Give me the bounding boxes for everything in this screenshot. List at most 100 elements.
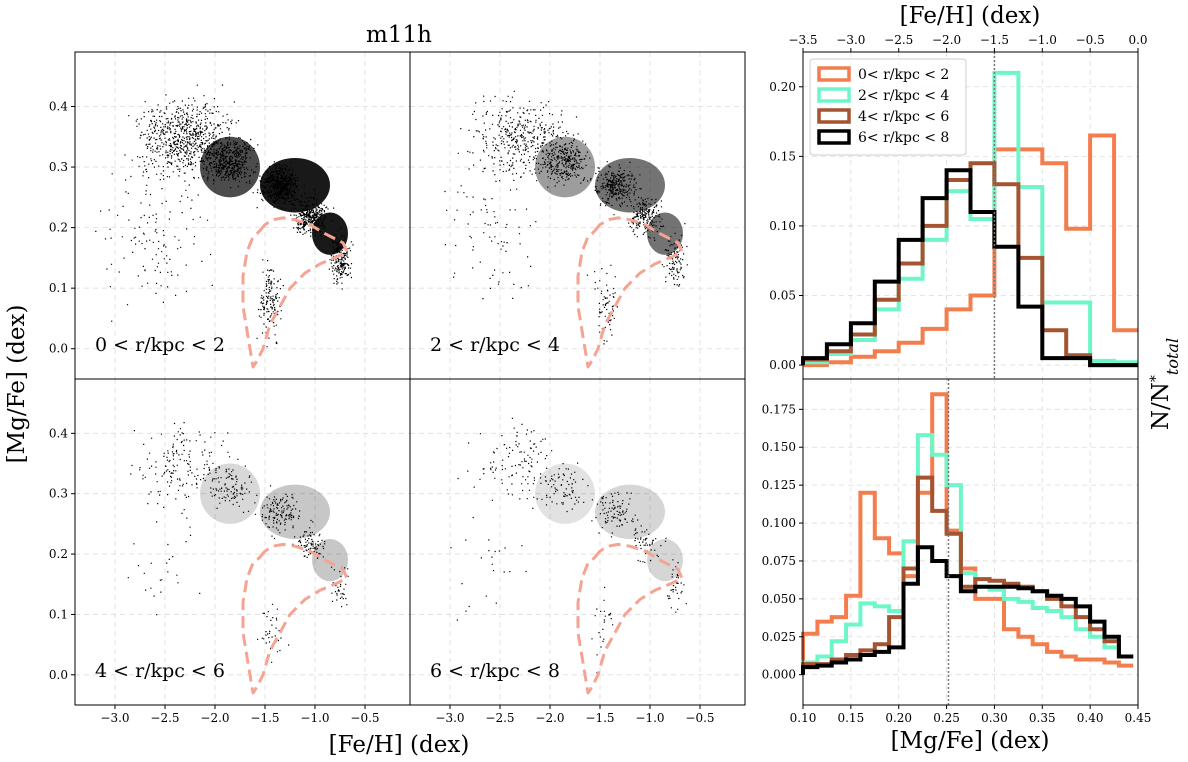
feh-hist-series-0 [803, 133, 1138, 368]
x-tick-label: −1.0 [635, 711, 664, 725]
axes-frame [409, 378, 746, 706]
y-tick-label: 0.10 [769, 219, 796, 233]
x-tick-label: 0.0 [1128, 33, 1147, 47]
x-tick-label: 0.45 [1125, 711, 1152, 725]
mgfe-hist-series-2 [801, 475, 1134, 675]
x-tick-label: −3.0 [100, 711, 129, 725]
x-tick-label: −2.0 [932, 33, 961, 47]
panel-background [75, 379, 410, 705]
y-tick-label: 0.3 [49, 160, 68, 174]
y-tick-label: 0.4 [49, 100, 68, 114]
scatter-density-blob [535, 463, 595, 524]
axes-frame [802, 378, 1139, 706]
scatter-points [127, 422, 349, 663]
scatter-density-blob [595, 484, 665, 539]
y-tick-label: 0.125 [762, 478, 796, 492]
scatter-density-blob [535, 136, 595, 198]
y-tick-label: 0.1 [49, 281, 68, 295]
y-tick-label: 0.15 [769, 149, 796, 163]
left-y-axis-label: [Mg/Fe] (dex) [4, 305, 30, 464]
x-tick-label: −2.0 [535, 711, 564, 725]
panel-background [75, 52, 410, 379]
x-tick-label: −1.5 [585, 711, 614, 725]
y-tick-label: 0.0 [49, 668, 68, 682]
x-tick-label: 0.40 [1077, 711, 1104, 725]
x-tick-label: −3.5 [788, 33, 817, 47]
left-x-axis-label: [Fe/H] (dex) [329, 732, 470, 758]
contour-line [241, 216, 349, 369]
scatter-density-blob [200, 136, 260, 198]
contour-line [576, 542, 684, 695]
panel-label: 0 < r/kpc < 2 [95, 334, 225, 356]
x-tick-label: 0.30 [981, 711, 1008, 725]
scatter-density-blob [312, 538, 348, 582]
y-tick-label: 0.075 [762, 554, 796, 568]
y-tick-label: 0.00 [769, 358, 796, 372]
y-tick-label: 0.05 [769, 289, 796, 303]
x-tick-label: −0.5 [1076, 33, 1105, 47]
legend-label: 2< r/kpc < 4 [858, 88, 949, 104]
x-tick-label: −1.5 [250, 711, 279, 725]
x-tick-label: −2.0 [200, 711, 229, 725]
panel-background [410, 52, 745, 379]
scatter-density-blob [647, 538, 683, 582]
chart-title: m11h [366, 22, 432, 48]
scatter-points [450, 417, 687, 674]
x-tick-label: 0.15 [837, 711, 864, 725]
y-tick-label: 0.20 [769, 80, 796, 94]
legend-swatch [817, 66, 851, 82]
x-tick-label: −2.5 [884, 33, 913, 47]
y-tick-label: 0.2 [49, 547, 68, 561]
x-tick-label: −0.5 [685, 711, 714, 725]
scatter-dots [95, 84, 354, 348]
y-tick-label: 0.3 [49, 487, 68, 501]
y-tick-label: 0.150 [762, 440, 796, 454]
y-tick-label: 0.000 [762, 668, 796, 682]
scatter-dots [450, 417, 687, 674]
y-tick-label: 0.2 [49, 221, 68, 235]
legend-swatch [817, 87, 851, 103]
y-tick-label: 0.0 [49, 342, 68, 356]
scatter-density-blob [647, 212, 683, 255]
x-tick-label: 0.20 [885, 711, 912, 725]
contour-line [241, 542, 349, 695]
x-tick-label: −2.5 [150, 711, 179, 725]
y-tick-label: 0.1 [49, 607, 68, 621]
scatter-points [95, 84, 354, 348]
legend-swatch [817, 108, 851, 124]
x-tick-label: −1.0 [300, 711, 329, 725]
scatter-density-blob [260, 157, 330, 213]
scatter-points [444, 90, 688, 345]
y-tick-label: 0.025 [762, 630, 796, 644]
contour-line [576, 216, 684, 369]
x-tick-label: −3.0 [836, 33, 865, 47]
x-tick-label: 0.25 [933, 711, 960, 725]
x-tick-label: −3.0 [435, 711, 464, 725]
x-tick-label: 0.35 [1029, 711, 1056, 725]
legend-swatch [817, 129, 851, 145]
panel-label: 4 < r/kpc < 6 [95, 660, 225, 682]
scatter-density-blob [595, 157, 665, 213]
x-tick-label: 0.10 [790, 711, 817, 725]
scatter-density-blob [200, 463, 260, 524]
x-tick-label: −0.5 [350, 711, 379, 725]
y-tick-label: 0.100 [762, 516, 796, 530]
y-tick-label: 0.175 [762, 402, 796, 416]
y-tick-label: 0.4 [49, 426, 68, 440]
right-top-x-axis-label: [Fe/H] (dex) [900, 3, 1041, 29]
x-tick-label: −2.5 [485, 711, 514, 725]
right-y-axis-label: N/N*total [1148, 338, 1182, 430]
feh-hist-series-3 [801, 168, 1138, 368]
x-tick-label: −1.5 [980, 33, 1009, 47]
x-tick-label: −1.0 [1028, 33, 1057, 47]
panel-label: 2 < r/kpc < 4 [430, 334, 560, 356]
legend-label: 4< r/kpc < 6 [858, 109, 949, 125]
scatter-density-blob [312, 212, 348, 255]
mgfe-hist-series-3 [801, 545, 1134, 675]
right-bottom-x-axis-label: [Mg/Fe] (dex) [891, 728, 1050, 754]
legend-label: 6< r/kpc < 8 [858, 130, 949, 146]
legend-label: 0< r/kpc < 2 [858, 67, 949, 83]
panel-background [410, 379, 745, 705]
scatter-density-blob [260, 484, 330, 539]
